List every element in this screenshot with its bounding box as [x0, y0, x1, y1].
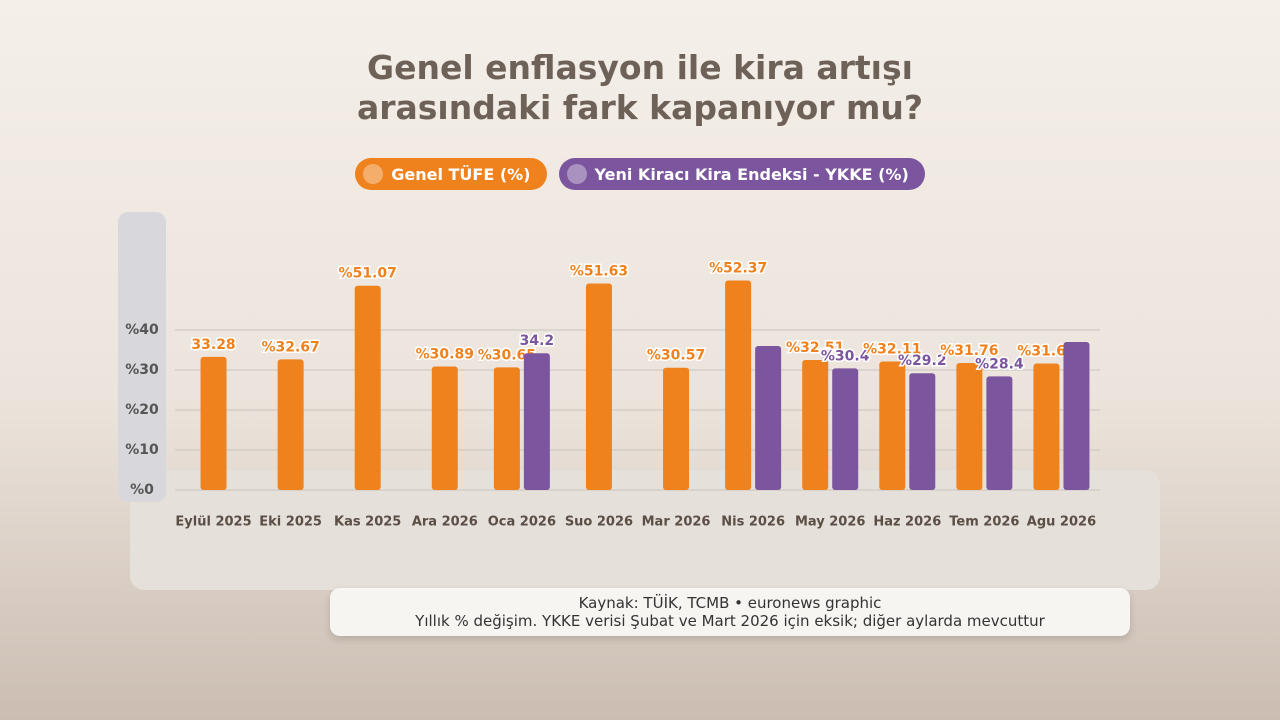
x-tick-label: Eki 2025	[259, 515, 322, 530]
x-tick-label: Tem 2026	[949, 515, 1019, 530]
y-tick-label: %30	[125, 362, 159, 378]
bar	[663, 367, 690, 490]
value-label: %29.2	[898, 353, 947, 369]
y-tick-label: %10	[125, 442, 159, 458]
bar	[1033, 363, 1060, 490]
bar	[354, 285, 381, 490]
y-tick-label: %20	[125, 402, 159, 418]
bar	[493, 367, 520, 490]
axis-column	[118, 212, 166, 502]
x-tick-label: Kas 2025	[334, 515, 401, 530]
x-tick-label: Suo 2026	[565, 515, 633, 530]
x-tick-label: Ara 2026	[412, 515, 478, 530]
value-label: %32.67	[261, 339, 319, 355]
x-tick-label: Oca 2026	[488, 515, 556, 530]
value-label: %31.61	[1017, 344, 1075, 360]
value-label: %32.51	[786, 340, 844, 356]
bar	[431, 366, 458, 490]
bar	[956, 362, 983, 490]
value-label: %52.37	[709, 261, 767, 277]
bar	[523, 353, 550, 490]
value-label: %51.63	[570, 263, 628, 279]
x-tick-label: Nis 2026	[721, 515, 785, 530]
value-label: 33.28	[191, 337, 235, 353]
bar	[277, 359, 304, 490]
note: Yıllık % değişim. YKKE verisi Şubat ve M…	[415, 612, 1045, 630]
bar	[725, 280, 752, 490]
bar	[879, 361, 906, 490]
bar	[200, 356, 227, 490]
bar	[755, 346, 782, 490]
value-label: %32.11	[863, 342, 921, 358]
value-label: 34.2	[520, 333, 555, 349]
x-tick-label: Agu 2026	[1027, 515, 1096, 530]
value-label: %30.65	[478, 347, 536, 363]
y-tick-label: %40	[125, 322, 159, 338]
legend: Genel TÜFE (%) Yeni Kiracı Kira Endeksi -…	[0, 158, 1280, 190]
value-label: %30.4	[821, 348, 870, 364]
legend-label: Yeni Kiracı Kira Endeksi - YKKE (%)	[594, 164, 909, 184]
bar	[585, 283, 612, 490]
value-label: %28.4	[975, 356, 1024, 372]
x-tick-label: Eylül 2025	[175, 515, 251, 530]
platform	[130, 470, 1160, 590]
bar	[802, 359, 829, 490]
bar	[832, 368, 859, 490]
x-tick-label: May 2026	[795, 515, 866, 530]
source: Kaynak: TÜİK, TCMB • euronews graphic	[578, 594, 882, 612]
bar	[909, 373, 936, 490]
x-tick-label: Haz 2026	[873, 515, 941, 530]
legend-item: Yeni Kiracı Kira Endeksi - YKKE (%)	[558, 158, 925, 190]
legend-label: Genel TÜFE (%)	[391, 164, 531, 184]
y-tick-label: %0	[130, 482, 154, 498]
bar	[986, 376, 1013, 490]
legend-swatch	[566, 164, 587, 184]
bar	[1063, 342, 1090, 490]
value-label: %30.89	[416, 346, 474, 362]
x-tick-label: Mar 2026	[642, 515, 711, 530]
footer: Kaynak: TÜİK, TCMB • euronews graphic Yı…	[330, 588, 1130, 636]
legend-item: Genel TÜFE (%)	[355, 158, 547, 190]
value-label: %30.57	[647, 348, 705, 364]
legend-swatch	[363, 164, 384, 184]
chart-title: Genel enflasyon ile kira artışı arasında…	[356, 48, 924, 127]
value-label: %31.76	[940, 343, 998, 359]
value-label: %51.07	[339, 266, 397, 282]
